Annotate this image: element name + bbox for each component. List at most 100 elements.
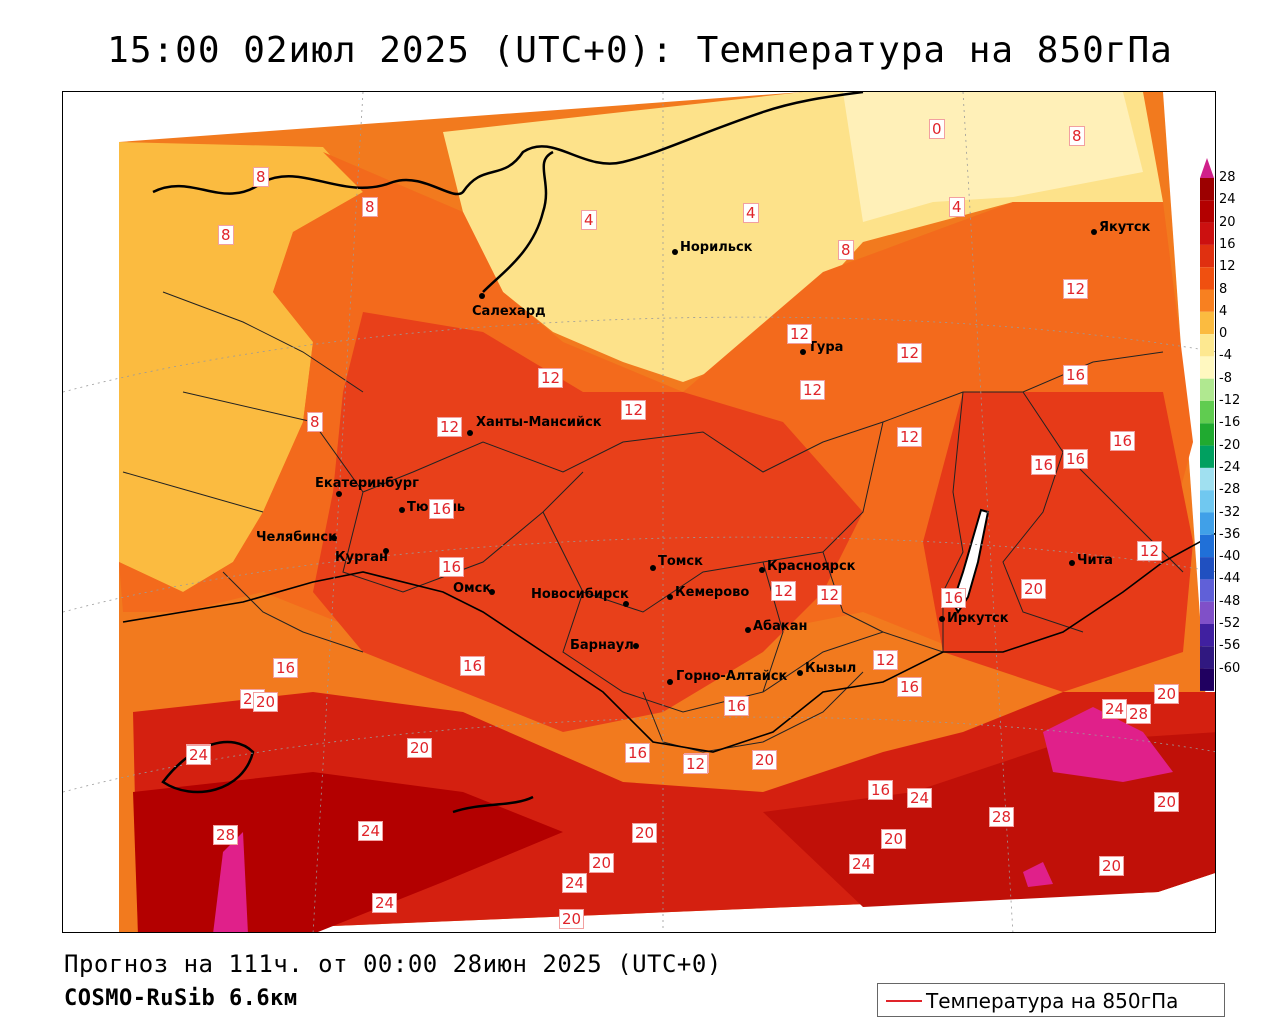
isotherm-label: 12 [538, 368, 564, 388]
isotherm-label: 20 [589, 853, 615, 873]
isotherm-label: 16 [1063, 365, 1089, 385]
colorbar-top-arrow [1200, 158, 1214, 178]
colorbar-tick-label: -44 [1219, 571, 1241, 587]
city-label: Абакан [753, 619, 808, 634]
colorbar-swatch [1200, 467, 1214, 491]
colorbar-tick-label: 12 [1219, 259, 1236, 275]
isotherm-label: 8 [838, 240, 854, 260]
city-dot [479, 293, 485, 299]
city-label: Омск [453, 581, 492, 596]
city-label: Иркутск [947, 611, 1009, 626]
isotherm-label: 20 [1021, 579, 1047, 599]
isotherm-label: 16 [868, 780, 894, 800]
isotherm-label: 28 [213, 825, 239, 845]
isotherm-label: 20 [632, 823, 658, 843]
city-label: Ханты-Мансийск [476, 415, 602, 430]
colorbar-tick-label: 24 [1219, 192, 1236, 208]
colorbar-swatch [1200, 401, 1214, 424]
legend: Температура на 850гПа [877, 983, 1225, 1017]
isotherm-label: 12 [1063, 279, 1089, 299]
city-dot [800, 349, 806, 355]
isotherm-label: 12 [800, 380, 826, 400]
city-label: Горно-Алтайск [676, 669, 788, 684]
colorbar-swatch [1200, 334, 1214, 357]
city-dot [667, 594, 673, 600]
city-dot [633, 643, 639, 649]
isotherm-label: 28 [989, 807, 1015, 827]
isotherm-label: 20 [253, 692, 279, 712]
isotherm-label: 16 [429, 499, 455, 519]
city-label: Кызыл [805, 661, 857, 676]
isotherm-label: 20 [881, 829, 907, 849]
city-dot [1069, 560, 1075, 566]
colorbar-tick-label: -60 [1219, 660, 1241, 676]
isotherm-label: 0 [929, 119, 945, 139]
isotherm-label: 16 [439, 557, 465, 577]
colorbar-swatch [1200, 423, 1214, 446]
city-dot [939, 616, 945, 622]
colorbar [1200, 158, 1214, 691]
isotherm-label: 20 [1154, 684, 1180, 704]
city-dot [467, 430, 473, 436]
city-label: Тура [808, 340, 844, 355]
colorbar-swatch [1200, 244, 1214, 268]
map-title: 15:00 02июл 2025 (UTC+0): Температура на… [107, 30, 1173, 71]
model-name: COSMO-RuSib 6.6км [64, 986, 298, 1011]
isotherm-label: 16 [1031, 455, 1057, 475]
isotherm-label: 12 [437, 417, 463, 437]
city-dot [667, 679, 673, 685]
isotherm-label: 16 [460, 656, 486, 676]
city-label: Кемерово [675, 585, 750, 600]
colorbar-tick-label: -28 [1219, 482, 1241, 498]
colorbar-swatch [1200, 624, 1214, 647]
city-label: Чита [1077, 553, 1113, 568]
isotherm-label: 8 [1069, 126, 1085, 146]
colorbar-tick-label: -40 [1219, 549, 1241, 565]
colorbar-swatch [1200, 356, 1214, 379]
isotherm-label: 20 [407, 738, 433, 758]
isotherm-label: 20 [1099, 856, 1125, 876]
colorbar-tick-label: -48 [1219, 593, 1241, 609]
city-label: Томск [658, 554, 703, 569]
isotherm-label: 16 [724, 696, 750, 716]
colorbar-swatch [1200, 267, 1214, 290]
colorbar-tick-label: -8 [1219, 370, 1232, 386]
colorbar-tick-label: -24 [1219, 459, 1241, 475]
isotherm-label: 24 [186, 745, 212, 765]
colorbar-tick-label: -12 [1219, 393, 1241, 408]
isotherm-label: 12 [897, 427, 923, 447]
city-dot [336, 491, 342, 497]
isotherm-label: 16 [273, 658, 299, 678]
colorbar-swatch [1200, 311, 1214, 335]
colorbar-swatch [1200, 289, 1214, 312]
isotherm-label: 12 [1137, 541, 1163, 561]
isotherm-label: 8 [218, 225, 234, 245]
isotherm-label: 28 [1126, 704, 1152, 724]
colorbar-swatch [1200, 178, 1214, 201]
colorbar-tick-label: -16 [1219, 415, 1241, 431]
isotherm-label: 24 [907, 788, 933, 808]
colorbar-tick-label: -20 [1219, 437, 1241, 453]
city-dot [759, 567, 765, 573]
colorbar-tick-label: 0 [1219, 326, 1228, 342]
isotherm-label: 16 [1110, 431, 1136, 451]
city-label: Екатеринбург [315, 476, 419, 491]
isotherm-label: 8 [253, 167, 269, 187]
isotherm-label: 20 [1154, 792, 1180, 812]
isotherm-label: 24 [562, 873, 588, 893]
colorbar-swatch [1200, 445, 1214, 468]
city-label: Курган [335, 550, 388, 565]
forecast-info: Прогноз на 111ч. от 00:00 28июн 2025 (UT… [64, 950, 722, 978]
isotherm-label: 20 [559, 909, 585, 929]
city-label: Челябинск [256, 530, 337, 545]
isotherm-label: 12 [621, 400, 647, 420]
colorbar-tick-label: 20 [1219, 214, 1236, 230]
city-label: Норильск [680, 240, 753, 255]
city-dot [331, 535, 337, 541]
city-dot [399, 507, 405, 513]
isotherm-label: 4 [581, 210, 597, 230]
city-dot [650, 565, 656, 571]
city-dot [672, 249, 678, 255]
colorbar-swatch [1200, 601, 1214, 624]
isotherm-label: 24 [372, 893, 398, 913]
